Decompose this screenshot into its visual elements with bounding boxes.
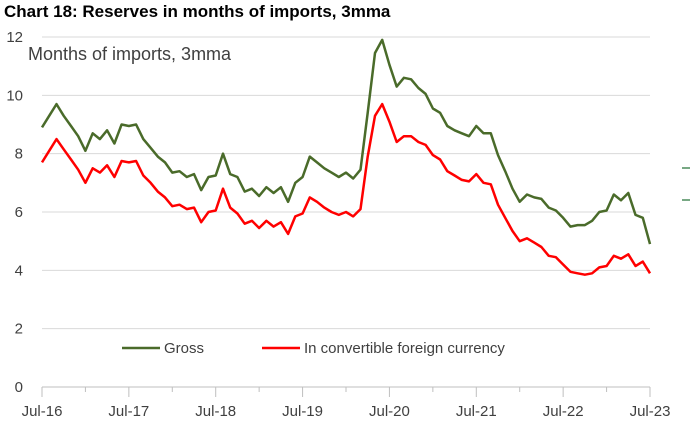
y-tick-label: 2 [15, 321, 23, 338]
y-tick-label: 0 [15, 379, 23, 396]
x-tick-label: Jul-23 [630, 403, 671, 420]
series-lines [40, 38, 652, 276]
legend-label: In convertible foreign currency [304, 340, 505, 357]
y-tick-label: 10 [6, 87, 23, 104]
x-tick-label: Jul-16 [22, 403, 63, 420]
legend-label: Gross [164, 340, 204, 357]
y-tick-label: 8 [15, 146, 23, 163]
x-tick-label: Jul-18 [195, 403, 236, 420]
y-tick-label: 4 [15, 262, 23, 279]
chart-title: Chart 18: Reserves in months of imports,… [4, 2, 391, 21]
x-tick-label: Jul-22 [543, 403, 584, 420]
x-tick-label: Jul-19 [282, 403, 323, 420]
x-axis: Jul-16 Jul-17 Jul-18 Jul-19 Jul-20 Jul-21 Jul-… [22, 386, 671, 420]
y-axis: 0 2 4 6 8 10 12 [6, 29, 23, 396]
x-tick-label: Jul-20 [369, 403, 410, 420]
y-tick-label: 12 [6, 29, 23, 46]
y-tick-label: 6 [15, 204, 23, 221]
y-axis-label: Months of imports, 3mma [28, 44, 232, 64]
legend: Gross In convertible foreign currency [122, 340, 505, 357]
series-line-convertible [40, 102, 652, 276]
series-line-gross [40, 38, 652, 245]
x-tick-label: Jul-21 [456, 403, 497, 420]
x-tick-label: Jul-17 [108, 403, 149, 420]
